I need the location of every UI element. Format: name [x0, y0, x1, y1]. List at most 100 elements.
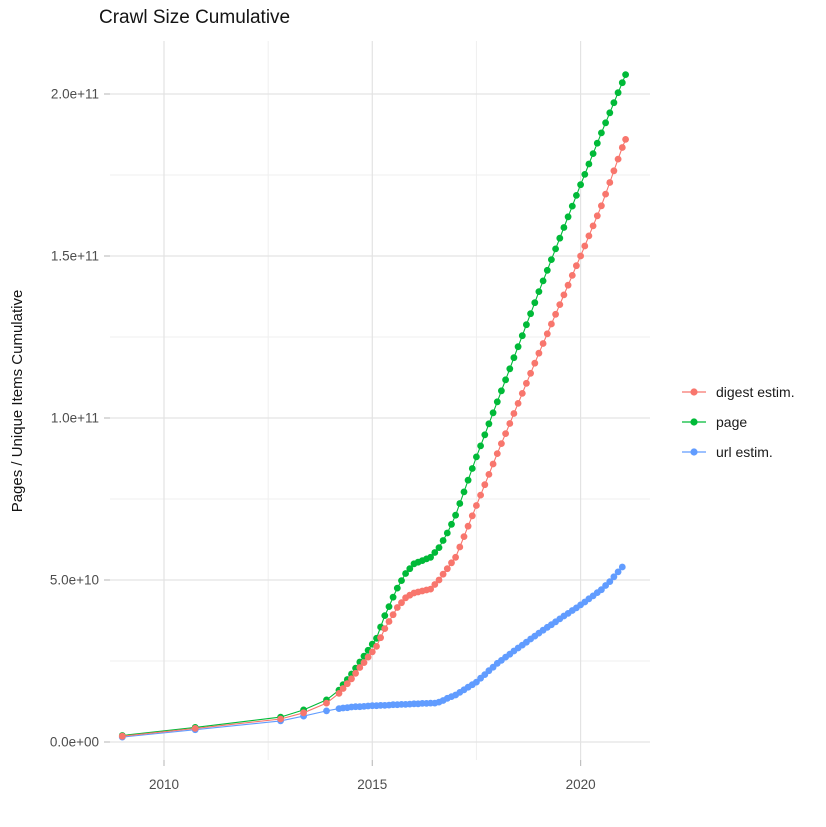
data-point-digest-estim — [460, 533, 468, 540]
data-point-digest-estim — [356, 664, 364, 671]
data-point-page — [552, 245, 559, 253]
data-point-page — [485, 420, 493, 428]
data-point-digest-estim — [535, 349, 543, 357]
data-point-page — [443, 529, 451, 537]
data-point-digest-estim — [448, 559, 455, 567]
legend-label: page — [716, 414, 748, 430]
data-point-page — [431, 549, 439, 556]
data-point-digest-estim — [348, 675, 355, 683]
data-point-digest-estim — [393, 604, 401, 611]
legend-key-dot — [690, 448, 698, 456]
data-point-page — [381, 612, 389, 619]
data-point-url-estim — [614, 568, 622, 576]
data-point-page — [427, 553, 434, 561]
data-point-page — [498, 387, 505, 395]
data-point-digest-estim — [343, 680, 351, 688]
data-point-page — [393, 584, 401, 592]
legend-item-page: page — [681, 407, 795, 437]
legend: digest estim. page url estim. — [681, 377, 795, 467]
data-point-digest-estim — [435, 576, 443, 584]
data-point-digest-estim — [539, 340, 547, 347]
x-axis-tick-label: 2010 — [149, 777, 179, 792]
legend-item-digest-estim: digest estim. — [681, 377, 795, 407]
data-point-digest-estim — [373, 643, 380, 650]
data-point-page — [456, 500, 464, 507]
legend-key-page — [682, 418, 706, 426]
data-point-page — [473, 453, 480, 461]
data-point-digest-estim — [543, 330, 551, 338]
data-point-digest-estim — [556, 301, 564, 308]
legend-key-digest-estim — [682, 388, 706, 396]
data-point-page — [527, 310, 534, 318]
data-point-page — [406, 565, 414, 573]
data-point-url-estim — [598, 586, 605, 594]
data-point-url-estim — [606, 578, 614, 585]
data-point-page — [402, 570, 409, 577]
data-point-digest-estim — [481, 481, 489, 489]
data-point-url-estim — [618, 563, 626, 571]
y-axis-tick-label: 2.0e+11 — [51, 87, 99, 102]
data-point-digest-estim — [118, 732, 126, 740]
data-point-digest-estim — [456, 543, 464, 551]
data-point-digest-estim — [368, 648, 376, 656]
data-point-page — [543, 266, 551, 274]
data-point-digest-estim — [581, 242, 589, 250]
data-point-digest-estim — [473, 502, 480, 509]
data-point-digest-estim — [191, 725, 199, 732]
data-point-page — [618, 79, 626, 87]
data-point-digest-estim — [364, 653, 372, 661]
data-point-page — [477, 442, 484, 450]
data-point-page — [389, 593, 397, 601]
data-point-page — [556, 234, 564, 242]
data-point-digest-estim — [377, 634, 384, 642]
data-point-digest-estim — [381, 625, 389, 632]
data-point-digest-estim — [443, 565, 451, 573]
data-point-page — [531, 299, 539, 307]
y-axis-tick-label: 1.0e+11 — [51, 411, 99, 426]
data-point-page — [435, 544, 443, 551]
data-point-digest-estim — [485, 471, 493, 478]
data-point-digest-estim — [548, 320, 555, 328]
x-axis-tick-label: 2015 — [357, 777, 387, 792]
x-axis-tick-label: 2020 — [566, 777, 596, 792]
data-point-digest-estim — [439, 570, 447, 578]
data-point-digest-estim — [360, 659, 368, 666]
data-point-digest-estim — [622, 136, 629, 143]
data-point-page — [385, 603, 393, 610]
data-point-digest-estim — [593, 212, 601, 220]
data-point-digest-estim — [531, 359, 539, 367]
data-point-page — [610, 99, 618, 107]
data-point-page — [602, 119, 609, 127]
data-point-page — [585, 160, 593, 168]
data-point-page — [464, 476, 472, 484]
data-point-page — [439, 537, 447, 544]
data-point-digest-estim — [431, 581, 439, 588]
legend-item-url-estim: url estim. — [681, 437, 795, 467]
data-point-digest-estim — [560, 291, 568, 299]
data-point-page — [535, 288, 543, 295]
data-point-digest-estim — [452, 553, 459, 561]
data-point-digest-estim — [510, 410, 518, 417]
data-point-digest-estim — [352, 669, 359, 677]
data-point-page — [493, 398, 501, 406]
data-point-digest-estim — [527, 369, 534, 377]
y-axis-tick-label: 0.0e+00 — [50, 735, 99, 750]
data-point-digest-estim — [552, 310, 559, 318]
data-point-digest-estim — [323, 699, 330, 707]
data-point-page — [598, 129, 605, 137]
data-point-page — [502, 376, 509, 384]
y-axis-tick-label: 5.0e+10 — [50, 573, 99, 588]
data-point-digest-estim — [602, 190, 609, 198]
data-point-digest-estim — [498, 440, 505, 447]
data-point-page — [514, 343, 522, 351]
data-point-digest-estim — [389, 611, 397, 619]
data-point-digest-estim — [598, 202, 605, 210]
data-point-page — [523, 321, 530, 329]
data-point-digest-estim — [573, 262, 580, 270]
data-point-digest-estim — [518, 390, 526, 397]
legend-key-dot — [690, 388, 698, 396]
data-point-digest-estim — [385, 618, 393, 625]
data-point-digest-estim — [589, 222, 597, 230]
